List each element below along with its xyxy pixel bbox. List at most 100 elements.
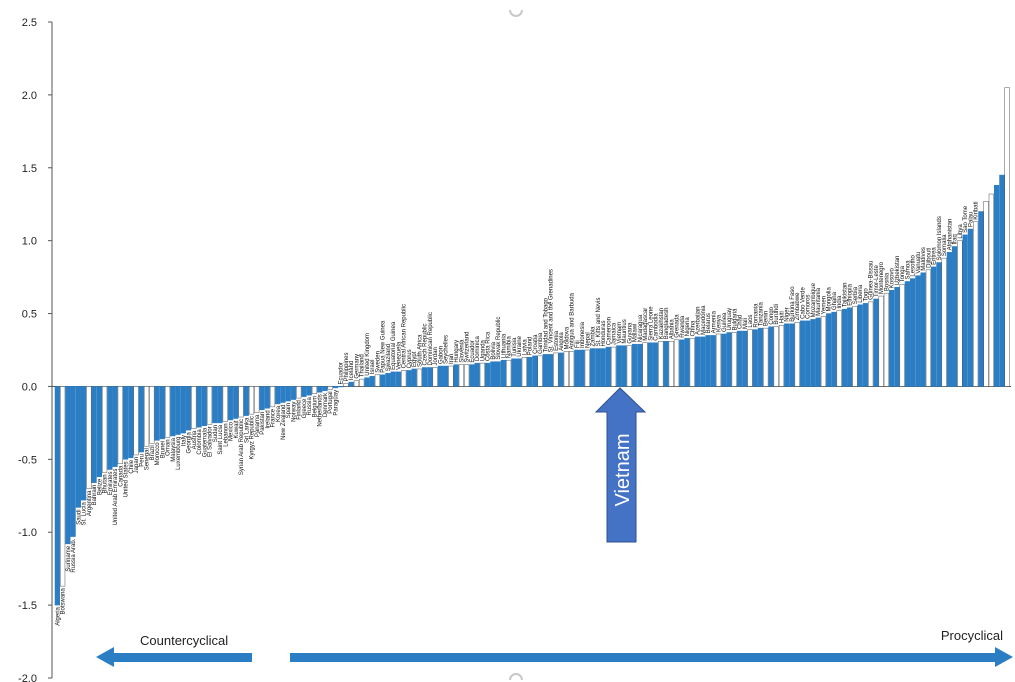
countercyclical-label: Countercyclical	[140, 633, 228, 648]
country-label: Peru	[139, 454, 145, 467]
country-label: Tanzania	[758, 301, 764, 326]
country-label: Dominica	[475, 335, 481, 361]
bar	[757, 327, 764, 387]
bar	[259, 386, 265, 411]
country-label: India	[837, 295, 843, 309]
country-label: Cameroon	[606, 317, 612, 345]
country-label: Costa Rica	[486, 331, 492, 361]
bar	[280, 386, 286, 403]
country-label: Swaziland	[386, 344, 392, 371]
bar	[868, 301, 874, 387]
country-label: Brunei	[160, 441, 166, 458]
y-tick-label: 0.5	[22, 309, 37, 321]
bar	[464, 364, 470, 387]
bar	[254, 386, 260, 413]
country-label: Burundi	[774, 304, 780, 325]
bar	[60, 386, 66, 587]
bar	[191, 386, 197, 429]
country-label: Kosovo	[890, 268, 896, 289]
country-label: Jamaica	[612, 322, 618, 345]
y-tick-label: 1.5	[22, 163, 37, 175]
country-label: Uruguay	[727, 308, 733, 331]
country-label: Guyana	[627, 322, 633, 344]
bar	[500, 359, 506, 387]
bar	[852, 306, 858, 387]
country-label: Canada	[118, 465, 124, 487]
bar	[810, 319, 816, 387]
country-label: Germany	[354, 354, 360, 379]
country-label: Vanuatu	[916, 252, 922, 274]
bottom-decoration-mark	[509, 673, 523, 681]
bar	[395, 371, 402, 387]
bar	[70, 386, 76, 537]
bar	[448, 365, 454, 387]
bar	[826, 313, 832, 387]
bar	[768, 326, 774, 387]
country-label: Guatemala	[202, 427, 208, 457]
bar	[516, 358, 522, 387]
country-label: Italy	[181, 435, 187, 446]
country-label: Antigua and Barbuda	[570, 292, 576, 349]
bar	[920, 272, 926, 387]
countercyclical-arrow-head	[96, 647, 114, 667]
bar	[112, 386, 118, 467]
country-label: Honduras	[601, 321, 607, 347]
country-label: Russia Arab.	[71, 538, 77, 572]
bar	[243, 386, 249, 416]
country-label: Trinidad and Tobago	[543, 297, 549, 352]
bar	[894, 287, 900, 387]
bar	[547, 354, 554, 387]
country-label: Sweden	[375, 351, 381, 373]
country-label: Oman	[166, 439, 172, 455]
bar	[269, 386, 276, 408]
bar	[658, 341, 664, 387]
bar	[752, 329, 758, 387]
bar	[799, 320, 806, 387]
bar	[149, 386, 155, 444]
bar	[889, 289, 895, 387]
bar	[647, 342, 653, 387]
country-label: Malaysia	[171, 437, 177, 461]
bar	[311, 386, 318, 394]
country-label: Armenia	[711, 310, 717, 333]
country-label: Sao Tome	[963, 205, 969, 233]
bar	[411, 368, 417, 387]
country-label: Iraq	[953, 234, 959, 244]
bar	[967, 228, 973, 387]
bar	[700, 336, 706, 387]
country-label: Tajikistan	[842, 282, 848, 307]
country-label: Bosnia	[884, 272, 890, 291]
country-label: St. Kitts and Nevis	[596, 298, 602, 347]
country-label: Kazakhstan	[659, 308, 665, 339]
bar	[532, 355, 538, 387]
bar	[637, 343, 643, 387]
bar	[227, 386, 234, 421]
bar	[626, 345, 632, 387]
bar	[778, 324, 785, 387]
bar	[474, 362, 480, 387]
vietnam-callout-label: Vietnam	[612, 433, 634, 506]
country-label: Samoa	[905, 260, 911, 280]
bar	[904, 281, 911, 387]
country-label: Bulgaria	[732, 308, 738, 331]
bar	[731, 332, 737, 387]
vietnam-callout-arrow	[594, 387, 647, 543]
country-label: Latvia	[522, 339, 528, 356]
bar	[527, 357, 533, 387]
bar	[946, 252, 953, 387]
y-tick-label: -1.0	[18, 527, 37, 539]
country-label: Tonga	[900, 265, 906, 282]
country-label: Eritrea	[932, 247, 938, 265]
bar	[196, 386, 202, 428]
country-label: Thailand	[360, 354, 366, 377]
bar	[537, 355, 543, 387]
country-label: Mali	[743, 318, 749, 329]
y-tick-label: -0.5	[18, 454, 37, 466]
bar	[206, 386, 213, 425]
bar	[80, 386, 87, 501]
country-label: Palau	[968, 212, 974, 227]
country-label: Morocco	[155, 442, 161, 466]
bar	[222, 386, 228, 422]
country-label: Brazil	[150, 445, 156, 460]
